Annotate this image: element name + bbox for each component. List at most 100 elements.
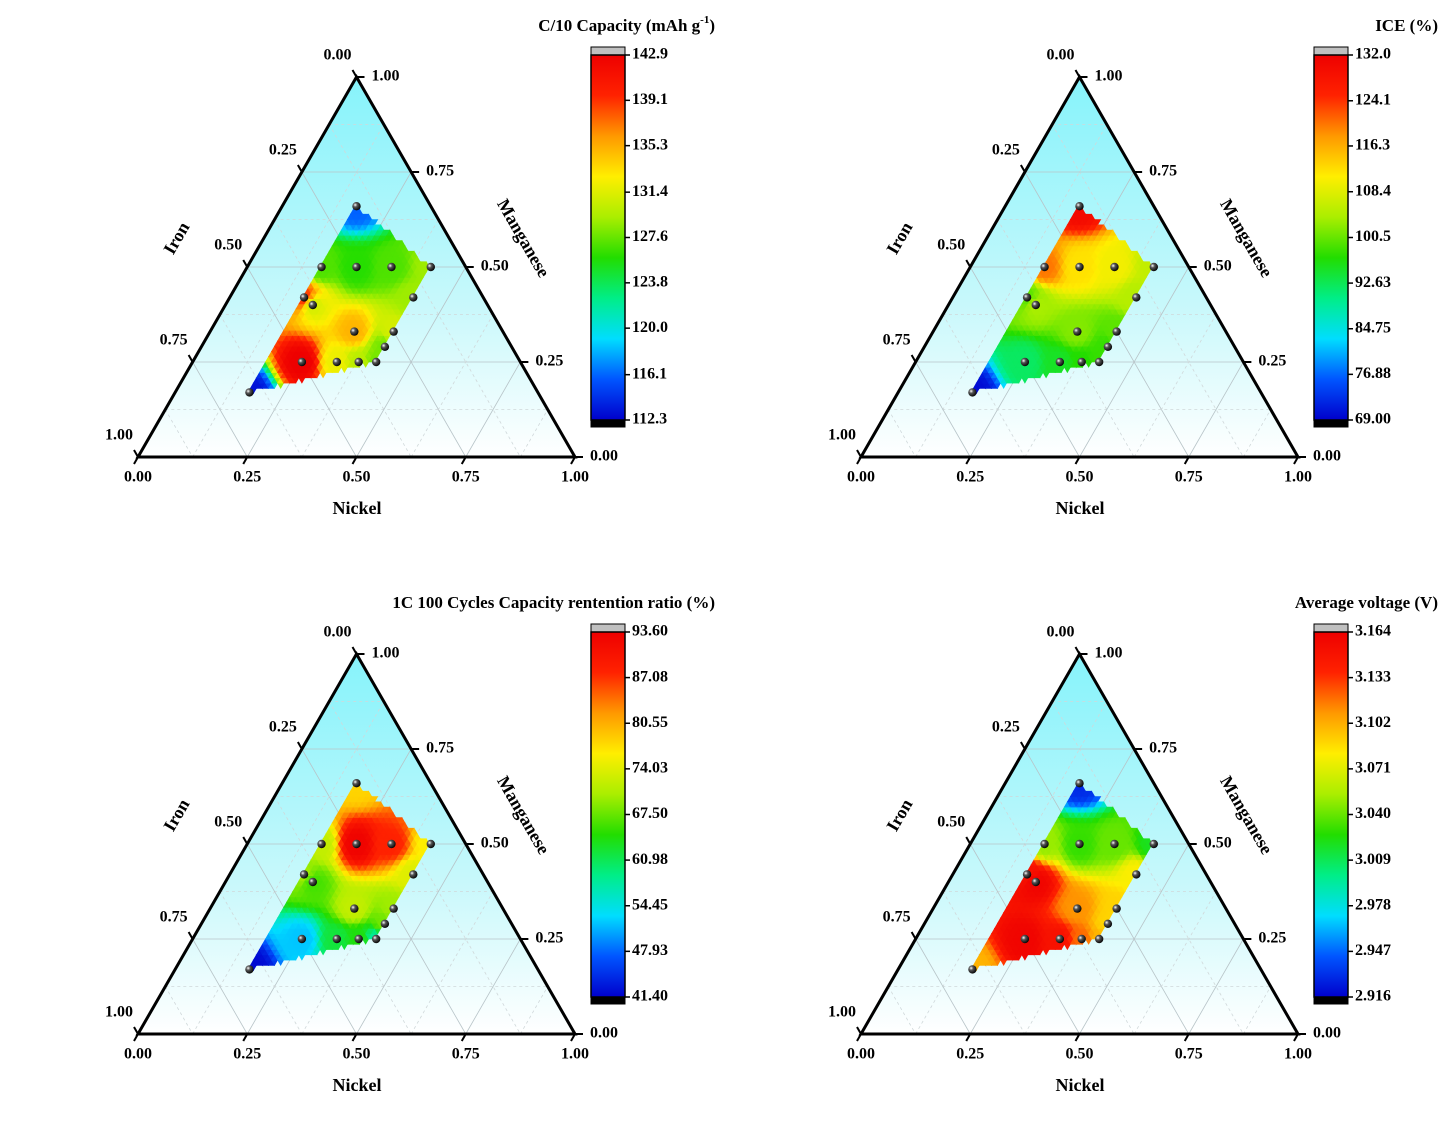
data-point [1040,839,1049,849]
bottom-tick-label: 0.25 [956,1046,984,1063]
right-tick-label: 0.25 [1258,930,1286,947]
tick-mark [460,456,467,465]
left-tick-label: 0.75 [160,909,188,926]
left-tick-label: 0.00 [324,47,352,64]
bottom-tick-label: 0.75 [452,469,480,486]
left-tick-label: 0.00 [324,624,352,641]
left-tick-label: 1.00 [828,427,856,444]
contour-cell [389,234,397,241]
contour-cell [1124,245,1132,252]
right-tick-label: 0.25 [1258,353,1286,370]
grid-line [192,938,248,1035]
colorbar-tick-label: 100.5 [1355,228,1391,245]
contour-cell [386,229,394,236]
right-tick-label: 0.00 [1313,448,1341,465]
contour-cell [1112,234,1120,241]
colorbar-tick-label: 2.916 [1355,988,1391,1005]
bottom-tick-label: 0.25 [233,1046,261,1063]
left-tick-label: 0.50 [214,814,242,831]
right-tick-label: 0.75 [1149,163,1177,180]
grid-line [356,843,467,1035]
data-point [1094,357,1104,367]
data-point [332,934,342,944]
data-point [1112,904,1121,913]
data-point [1031,300,1041,310]
axis-label: Nickel [1056,498,1105,518]
data-point [371,357,381,367]
bottom-tick-label: 0.50 [343,1046,371,1063]
data-point [1075,779,1084,788]
data-point [352,262,361,272]
data-point [350,904,359,913]
contour-cell [386,806,394,813]
tick-mark [187,931,194,940]
data-point [1077,934,1086,944]
contour-cell [1136,255,1144,263]
chart-title: 1C 100 Cycles Capacity rentention ratio … [392,593,715,612]
data-point [352,202,361,211]
grid-line [915,361,971,458]
data-point [1132,293,1141,302]
data-point [297,934,307,944]
data-point [1022,870,1032,879]
tick-mark [1074,69,1081,78]
right-tick-label: 0.00 [1313,1025,1341,1042]
left-tick-label: 0.00 [1047,47,1075,64]
axis-label: Iron [159,218,193,257]
bottom-tick-label: 1.00 [561,469,589,486]
colorbar-tick-label: 74.03 [632,760,668,777]
data-point [245,965,254,974]
tick-mark [1020,164,1026,173]
data-point [387,839,396,849]
colorbar-tick-label: 112.3 [632,411,667,428]
contour-cell [371,796,379,803]
data-point [245,388,254,397]
left-tick-label: 0.75 [883,332,911,349]
contour-cell [389,811,397,818]
data-point [354,357,363,367]
right-tick-label: 1.00 [372,68,400,85]
tick-mark [570,456,576,465]
bottom-tick-label: 0.75 [1175,1046,1203,1063]
data-point [308,877,317,887]
data-point [389,327,398,336]
contour-cell [1078,785,1087,792]
bottom-tick-label: 0.25 [233,469,261,486]
colorbar-tick-label: 3.133 [1355,668,1391,685]
contour-cell [410,827,418,834]
axis-label: Iron [882,795,916,834]
grid-line [1079,843,1190,1035]
contour-cell [1100,801,1108,808]
data-point [332,357,342,367]
left-tick-label: 1.00 [828,1004,856,1021]
data-point [1075,262,1084,272]
contour-cell [1088,790,1096,797]
data-point [968,965,977,974]
colorbar-tick-label: 3.009 [1355,851,1391,868]
contour-cell [377,224,385,231]
right-tick-label: 0.50 [481,835,509,852]
colorbar-tick-label: 124.1 [1355,91,1391,108]
bottom-tick-label: 0.25 [956,469,984,486]
grid-line [465,938,521,1035]
grid-line [1079,266,1190,458]
colorbar [590,631,626,998]
data-point [1132,870,1141,879]
bottom-tick-label: 0.50 [1066,469,1094,486]
axis-label: Nickel [333,1075,382,1095]
data-point [1073,327,1082,336]
contour-cell [355,208,364,215]
chart-title: C/10 Capacity (mAh g-1) [538,14,715,35]
right-tick-label: 0.25 [535,930,563,947]
colorbar-tick-label: 69.00 [1355,411,1391,428]
data-point [426,262,435,272]
bottom-tick-label: 0.00 [847,469,875,486]
data-point [409,293,418,302]
data-point [1075,202,1084,211]
right-tick-label: 0.75 [1149,740,1177,757]
bottom-tick-label: 0.00 [124,1046,152,1063]
tick-mark [297,164,303,173]
data-point [1075,839,1084,849]
tick-mark [133,449,139,458]
grid-line [1051,701,1244,1035]
